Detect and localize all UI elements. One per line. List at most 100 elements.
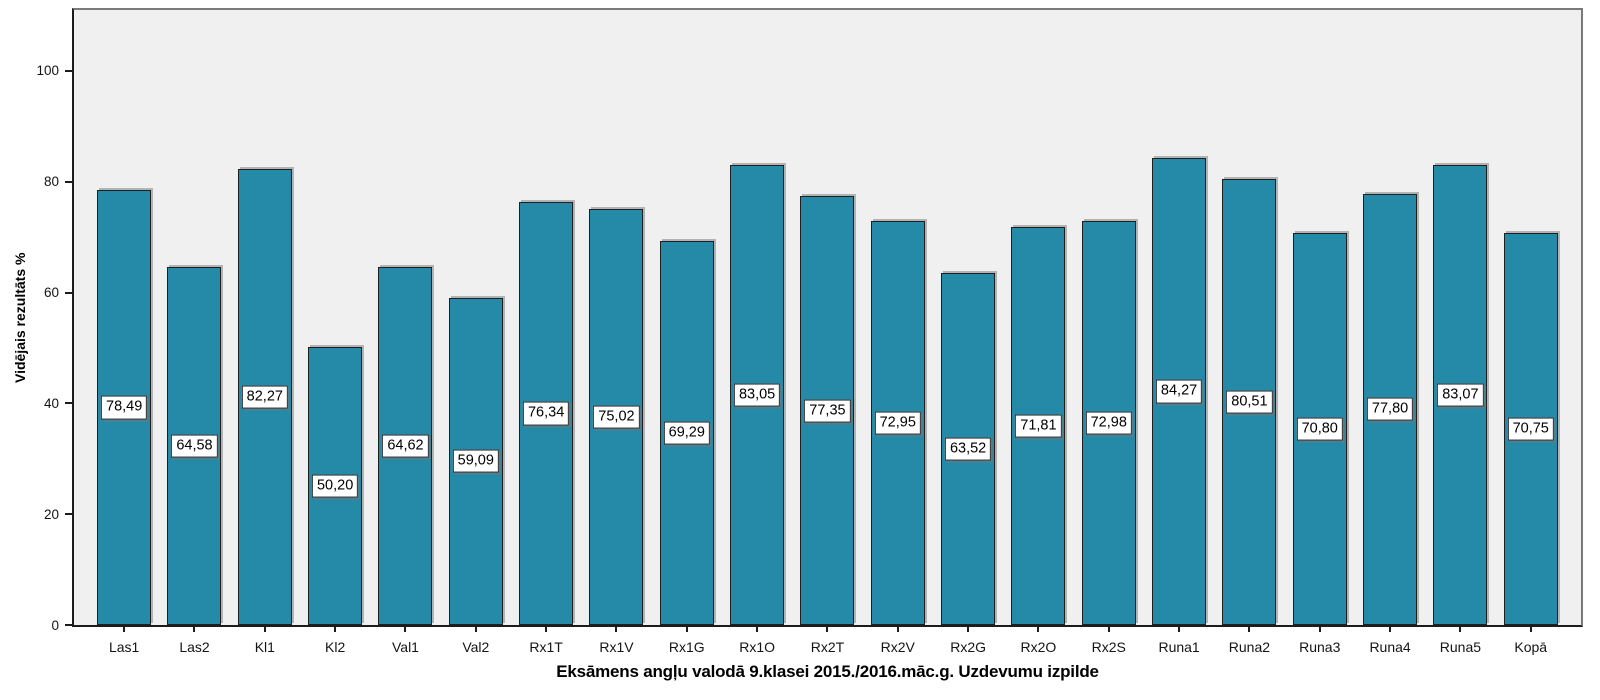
- category-label-rx1g: Rx1G: [668, 639, 705, 655]
- x-cell-runa5: Runa5: [1425, 627, 1495, 655]
- x-cell-runa4: Runa4: [1355, 627, 1425, 655]
- category-label-val1: Val1: [391, 639, 419, 655]
- category-label-runa5: Runa5: [1439, 639, 1482, 655]
- bar-slot-runa3: 70,80: [1285, 10, 1355, 625]
- bar-slot-runa1: 84,27: [1144, 10, 1214, 625]
- x-tick-mark: [685, 627, 688, 632]
- bar-slot-rx2v: 72,95: [863, 10, 933, 625]
- x-cell-runa2: Runa2: [1214, 627, 1284, 655]
- bar-slot-runa5: 83,07: [1425, 10, 1495, 625]
- x-cell-rx1g: Rx1G: [652, 627, 722, 655]
- x-tick-mark: [756, 627, 759, 632]
- x-tick-mark: [263, 627, 266, 632]
- x-tick-mark: [1178, 627, 1181, 632]
- category-label-rx1v: Rx1V: [599, 639, 634, 655]
- category-label-kopā: Kopā: [1514, 639, 1548, 655]
- value-label-rx2s: 72,98: [1085, 411, 1132, 435]
- category-label-runa1: Runa1: [1158, 639, 1200, 655]
- x-tick-mark: [896, 627, 899, 632]
- bar-slot-las1: 78,49: [89, 10, 159, 625]
- category-label-kl2: Kl2: [325, 639, 346, 655]
- bar-slot-rx1t: 76,34: [511, 10, 581, 625]
- value-label-rx1t: 76,34: [522, 401, 570, 426]
- value-label-kopā: 70,75: [1507, 417, 1554, 441]
- value-label-kl1: 82,27: [241, 385, 288, 409]
- category-label-rx2v: Rx2V: [880, 639, 915, 655]
- bar-slot-kl2: 50,20: [300, 10, 370, 625]
- category-label-rx1o: Rx1O: [739, 639, 776, 655]
- x-tick-mark: [1248, 627, 1251, 632]
- value-label-rx2g: 63,52: [944, 437, 992, 461]
- x-cell-rx2v: Rx2V: [863, 627, 933, 655]
- value-label-runa2: 80,51: [1226, 390, 1273, 414]
- category-label-runa2: Runa2: [1228, 639, 1271, 655]
- y-tick-label: 40: [43, 395, 59, 411]
- category-label-runa4: Runa4: [1369, 639, 1411, 655]
- plot-area: 78,49 64,58 82,27 50,20 64,62 59,09 76,34 75,02…: [72, 8, 1583, 627]
- bar-slot-rx2s: 72,98: [1074, 10, 1144, 625]
- y-tick-label: 60: [43, 284, 59, 300]
- x-cell-rx1o: Rx1O: [722, 627, 792, 655]
- bar-slot-val1: 64,62: [370, 10, 440, 625]
- x-axis: Las1 Las2 Kl1 Kl2 Val1 Val2 Rx1T Rx1V Rx1G Rx1O Rx…: [74, 627, 1581, 655]
- y-tick-mark: [65, 69, 72, 72]
- value-label-rx1g: 69,29: [663, 421, 710, 445]
- x-cell-runa3: Runa3: [1285, 627, 1355, 655]
- x-cell-las1: Las1: [89, 627, 159, 655]
- y-tick-mark: [65, 513, 72, 516]
- x-tick-mark: [545, 627, 548, 632]
- bar-slot-kopā: 70,75: [1496, 10, 1566, 625]
- x-cell-rx2t: Rx2T: [792, 627, 862, 655]
- value-label-val1: 64,62: [382, 434, 429, 458]
- bar-slot-rx2o: 71,81: [1003, 10, 1073, 625]
- x-cell-val2: Val2: [441, 627, 511, 655]
- bar-slot-rx2g: 63,52: [933, 10, 1003, 625]
- x-axis-title: Eksāmens angļu valodā 9.klasei 2015./201…: [556, 662, 1099, 681]
- y-tick-mark: [65, 180, 72, 183]
- bars-container: 78,49 64,58 82,27 50,20 64,62 59,09 76,34 75,02…: [74, 10, 1581, 625]
- category-label-rx1t: Rx1T: [529, 639, 563, 655]
- x-cell-rx1v: Rx1V: [581, 627, 651, 655]
- value-label-rx1o: 83,05: [733, 383, 781, 407]
- x-cell-las2: Las2: [159, 627, 229, 655]
- value-label-rx2t: 77,35: [804, 399, 851, 423]
- bar-slot-kl1: 82,27: [230, 10, 300, 625]
- x-tick-mark: [1459, 627, 1462, 632]
- bar-slot-runa4: 77,80: [1355, 10, 1425, 625]
- y-axis: 0 20 40 60 80 100: [0, 8, 72, 631]
- y-tick-mark: [65, 402, 72, 405]
- value-label-runa1: 84,27: [1155, 380, 1203, 404]
- value-label-runa4: 77,80: [1366, 397, 1414, 422]
- x-cell-rx2s: Rx2S: [1074, 627, 1144, 655]
- y-tick-label: 0: [51, 617, 59, 633]
- bar-slot-las2: 64,58: [159, 10, 229, 625]
- bar-slot-rx1v: 75,02: [581, 10, 651, 625]
- x-tick-mark: [967, 627, 970, 632]
- x-cell-kl1: Kl1: [230, 627, 300, 655]
- x-cell-kl2: Kl2: [300, 627, 370, 655]
- x-tick-mark: [474, 627, 477, 632]
- x-tick-mark: [404, 627, 407, 632]
- category-label-las2: Las2: [179, 639, 210, 655]
- x-tick-mark: [1529, 627, 1532, 632]
- x-cell-val1: Val1: [370, 627, 440, 655]
- bar-slot-rx1g: 69,29: [652, 10, 722, 625]
- category-label-rx2t: Rx2T: [810, 639, 845, 655]
- x-tick-mark: [193, 627, 196, 632]
- category-label-val2: Val2: [462, 639, 490, 655]
- y-tick-mark: [65, 291, 72, 294]
- y-tick-label: 20: [43, 506, 59, 522]
- value-label-rx2v: 72,95: [874, 411, 921, 435]
- bar-slot-val2: 59,09: [441, 10, 511, 625]
- category-label-rx2o: Rx2O: [1020, 639, 1057, 655]
- x-tick-mark: [1318, 627, 1321, 632]
- x-tick-mark: [1107, 627, 1110, 632]
- value-label-val2: 59,09: [452, 449, 499, 473]
- category-label-kl1: Kl1: [254, 639, 275, 655]
- category-label-runa3: Runa3: [1299, 639, 1341, 655]
- category-label-rx2g: Rx2G: [950, 639, 986, 655]
- value-label-rx1v: 75,02: [593, 405, 640, 429]
- value-label-runa3: 70,80: [1296, 417, 1343, 441]
- x-cell-rx2g: Rx2G: [933, 627, 1003, 655]
